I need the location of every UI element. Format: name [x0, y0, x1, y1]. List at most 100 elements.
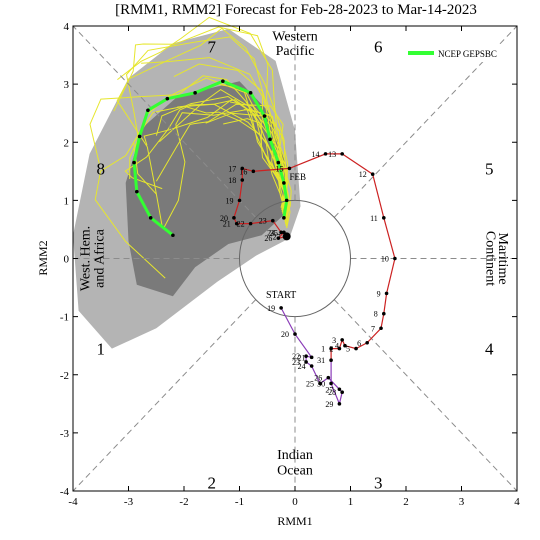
region-label-western-pacific: Western	[272, 30, 318, 45]
start-label: START	[266, 290, 296, 301]
day-label: 11	[370, 214, 378, 223]
observed-day-point	[340, 152, 344, 156]
legend-label: NCEP GEPSBC	[438, 49, 497, 59]
day-label: 26	[264, 234, 272, 243]
y-tick-label: 4	[64, 21, 70, 33]
day-label: 26	[314, 374, 322, 383]
y-tick-label: 0	[64, 254, 70, 266]
day-label: 3	[332, 336, 336, 345]
day-label: 28	[328, 388, 336, 397]
phase-boundary-line	[72, 299, 257, 492]
observed-day-point	[237, 198, 242, 203]
x-tick-label: -3	[124, 496, 134, 508]
day-label: 15	[275, 164, 283, 173]
day-label: 19	[226, 196, 234, 205]
phase-number: 6	[374, 37, 383, 56]
ensemble-mean-point	[248, 91, 253, 95]
ensemble-mean-point	[282, 216, 286, 220]
phase-boundary-line	[333, 299, 518, 492]
day-label: 4	[335, 342, 339, 351]
region-label-indian-ocean: Ocean	[277, 464, 313, 479]
observed-day-point	[343, 343, 347, 348]
observed-day-point	[271, 218, 275, 223]
day-label: 23	[292, 358, 300, 367]
ensemble-mean-point	[284, 198, 289, 203]
phase-number: 5	[485, 159, 494, 178]
observed-day-point	[276, 236, 281, 240]
observed-track-line	[233, 153, 396, 361]
y-tick-label: 3	[64, 79, 70, 91]
day-label: 24	[267, 228, 275, 237]
day-label: 30	[317, 379, 325, 388]
region-label-maritime-continent: Maritime	[495, 232, 510, 284]
y-tick-label: 1	[64, 195, 70, 207]
day-label: 17	[228, 164, 236, 173]
day-label: 25	[306, 379, 314, 388]
legend: NCEP GEPSBC	[402, 44, 512, 62]
observed-day-point	[293, 332, 297, 336]
day-label: 21	[298, 353, 306, 362]
day-label: 2	[329, 345, 333, 354]
ensemble-mean-point	[171, 233, 175, 238]
ensemble-mean-point	[135, 189, 139, 194]
x-tick-label: 1	[348, 496, 354, 508]
ensemble-mean-point	[193, 91, 197, 95]
observed-day-point	[382, 216, 386, 220]
observed-day-point	[337, 346, 342, 351]
current-day-marker	[282, 232, 291, 241]
observed-day-point	[329, 381, 333, 386]
day-label: 24	[298, 362, 306, 371]
ensemble-member-line	[113, 26, 289, 208]
day-label: 1	[321, 345, 325, 354]
phase-boundary-line	[72, 25, 257, 218]
phase-number: 3	[374, 473, 383, 492]
observed-day-point	[240, 166, 245, 171]
day-label: 23	[259, 217, 267, 226]
region-label-west-hem-africa: and Africa	[93, 228, 108, 287]
x-tick-label: 4	[514, 496, 520, 508]
day-label: 31	[317, 356, 325, 365]
observed-day-point	[340, 390, 344, 394]
ensemble-member-line	[155, 103, 291, 220]
phase-number: 1	[97, 340, 106, 359]
observed-day-point	[279, 306, 283, 310]
ensemble-mean-point	[268, 137, 272, 142]
x-tick-label: 3	[459, 496, 465, 508]
y-tick-label: -4	[60, 486, 70, 498]
observed-day-point	[379, 326, 383, 331]
observed-day-point	[323, 152, 328, 156]
phase-number: 2	[208, 473, 217, 492]
ensemble-mean-point	[165, 96, 170, 101]
ensemble-mean-point	[137, 134, 142, 139]
observed-day-point	[393, 256, 397, 261]
observed-day-point	[309, 355, 314, 360]
observed-day-point	[365, 340, 369, 345]
ensemble-mean-point	[282, 181, 286, 185]
ensemble-member-line	[163, 108, 292, 229]
observed-day-point	[337, 387, 342, 392]
x-tick-label: 2	[403, 496, 409, 508]
x-axis-label: RMM1	[277, 514, 312, 528]
day-label: 18	[228, 176, 236, 185]
day-label: 13	[328, 150, 336, 159]
x-tick-label: -4	[68, 496, 78, 508]
ensemble-mean-line	[132, 79, 289, 237]
day-label: 16	[239, 167, 247, 176]
ensemble-mean-point	[221, 79, 225, 84]
observed-day-point	[329, 346, 333, 351]
observed-day-point	[304, 360, 308, 364]
observed-day-point	[232, 216, 236, 220]
day-label: 29	[325, 400, 333, 409]
observed-day-point	[287, 166, 292, 171]
y-tick-label: 2	[64, 137, 70, 149]
day-label: 25	[270, 228, 278, 237]
observed-day-point	[382, 311, 386, 316]
day-label: 22	[292, 352, 300, 361]
region-label-maritime-continent: Continent	[482, 231, 497, 286]
observed-day-point	[326, 375, 331, 380]
y-tick-label: -2	[60, 370, 69, 382]
day-label: 9	[377, 289, 381, 298]
observed-day-point	[340, 338, 344, 342]
ensemble-mean-point	[146, 108, 150, 113]
